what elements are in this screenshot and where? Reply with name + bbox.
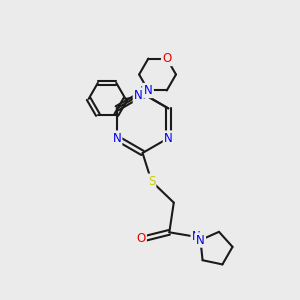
Text: N: N — [112, 132, 121, 145]
Text: O: O — [136, 232, 146, 245]
Text: N: N — [192, 230, 200, 243]
Text: N: N — [144, 84, 153, 97]
Text: N: N — [134, 89, 142, 102]
Text: N: N — [164, 132, 173, 145]
Text: N: N — [196, 234, 205, 247]
Text: H: H — [140, 85, 149, 96]
Text: S: S — [148, 175, 155, 188]
Text: N: N — [138, 87, 147, 100]
Text: N: N — [137, 89, 146, 102]
Text: O: O — [162, 52, 171, 65]
